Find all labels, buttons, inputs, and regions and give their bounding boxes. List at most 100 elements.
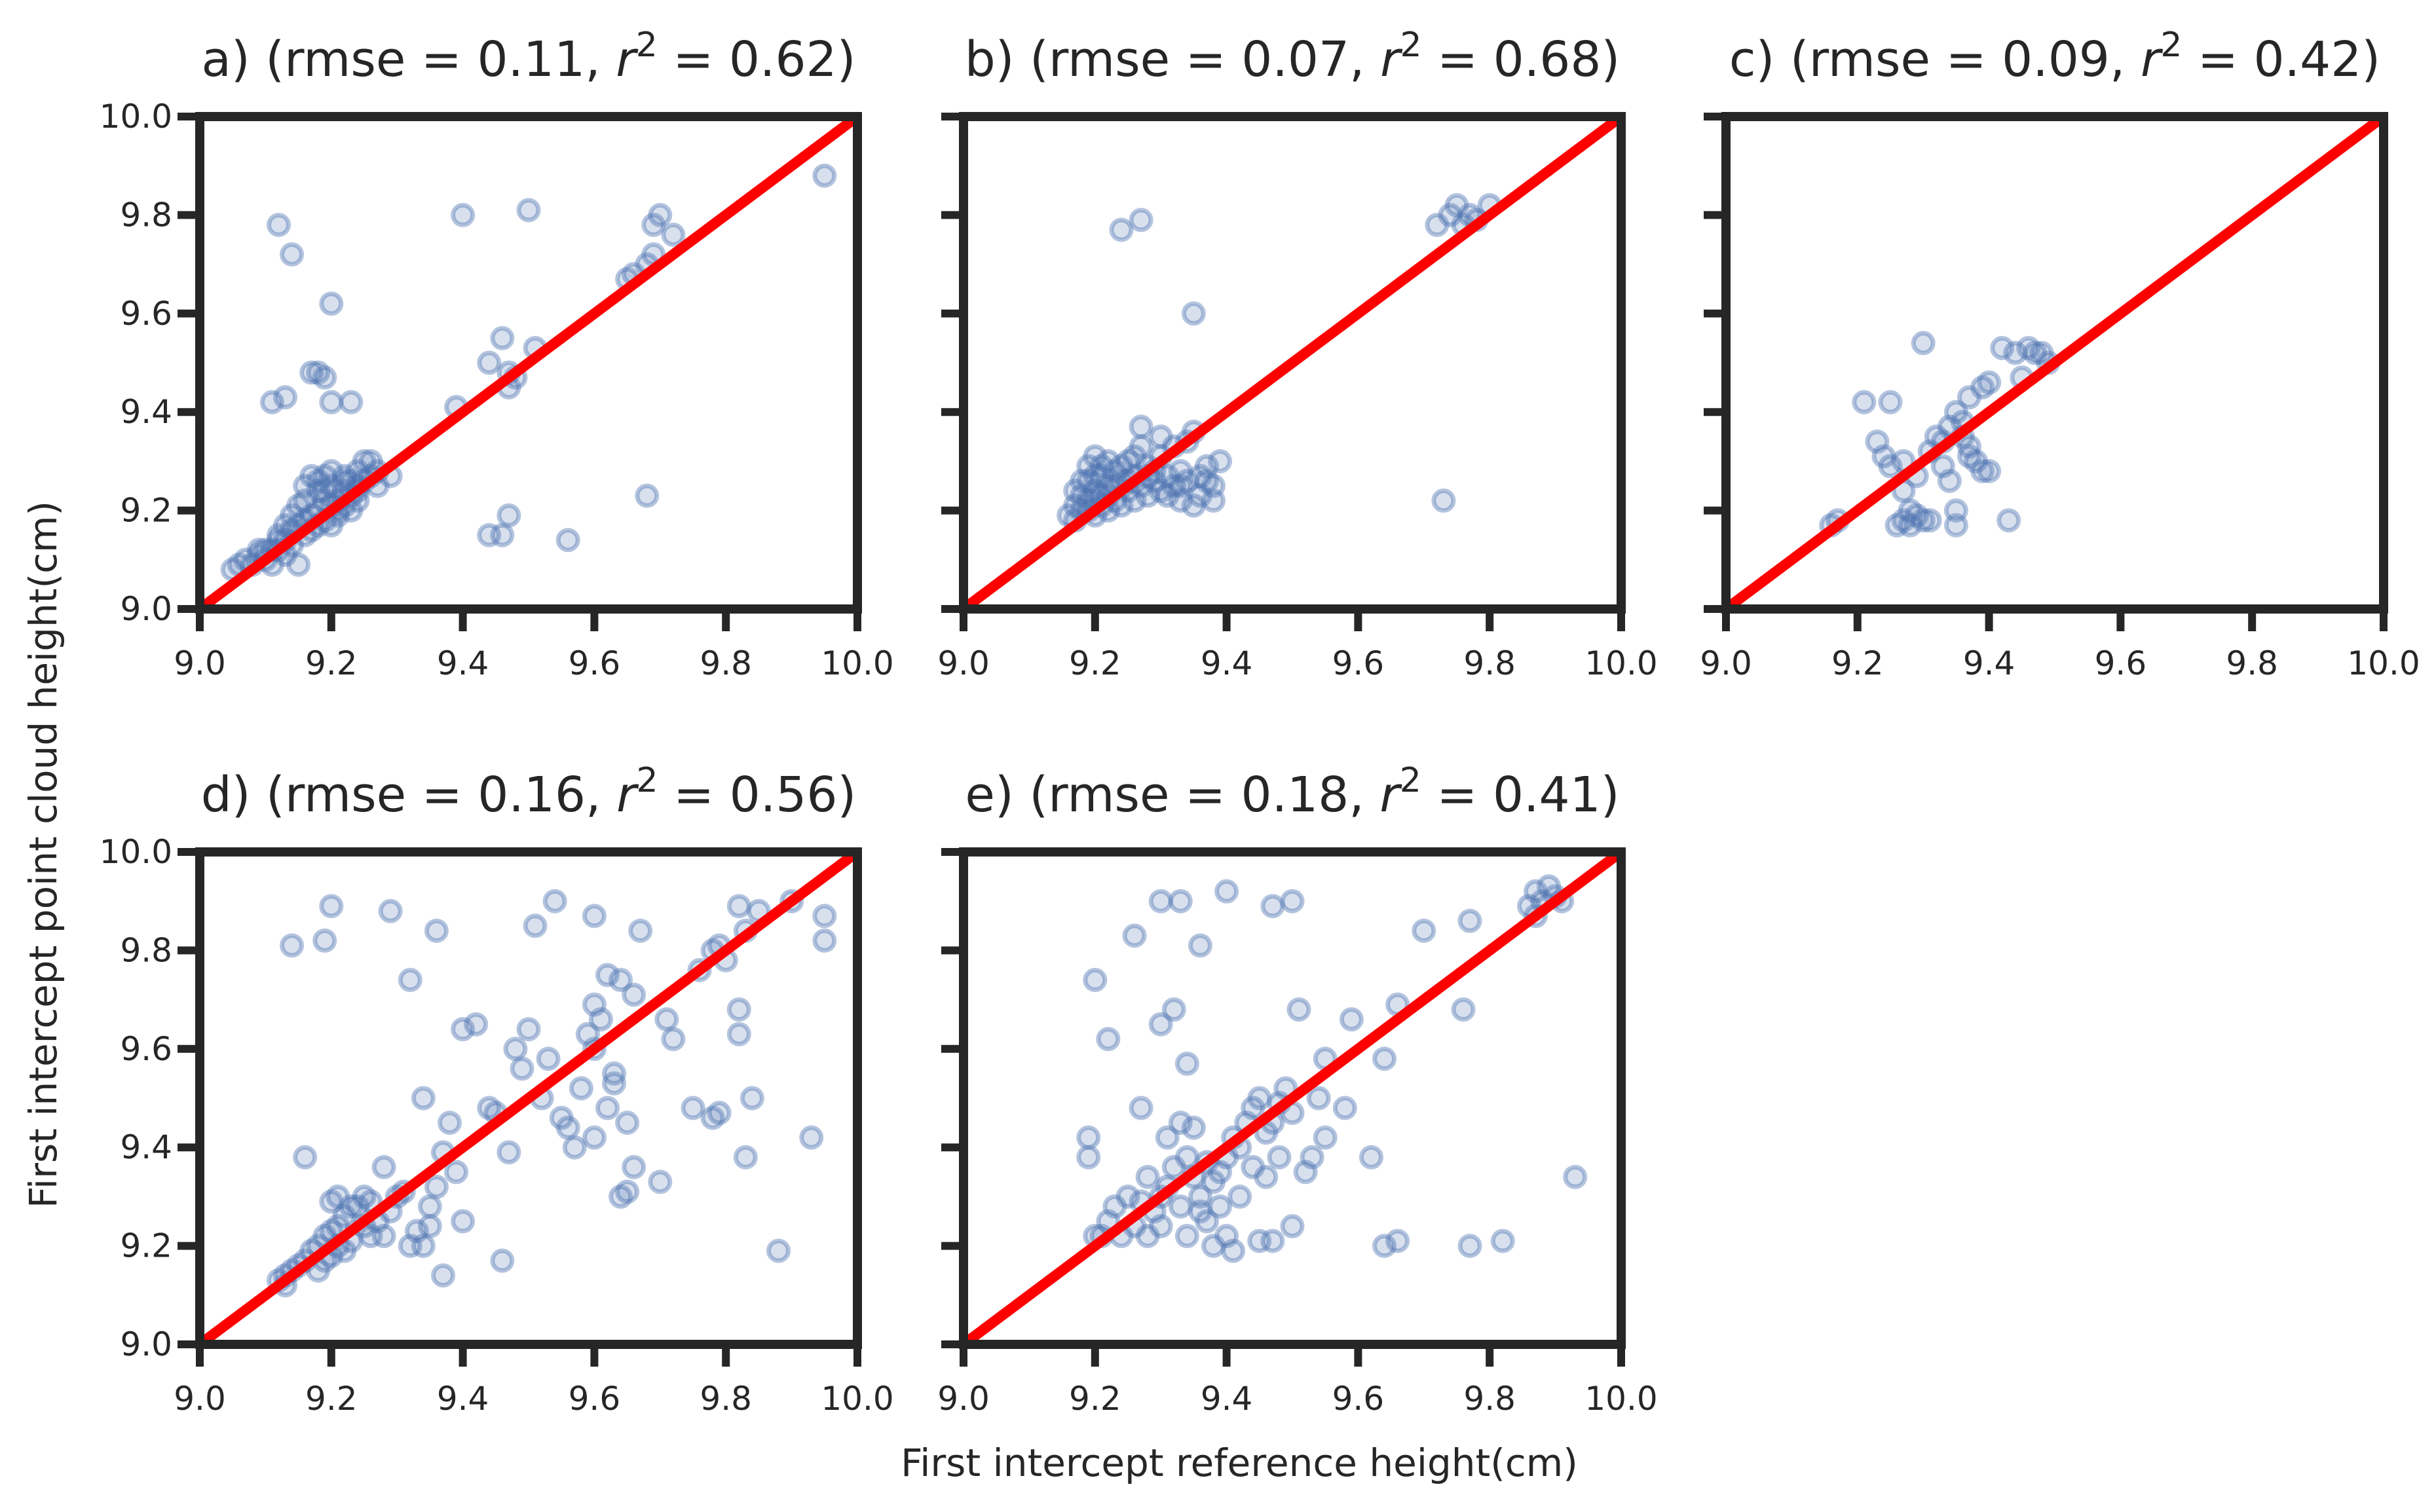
title-prefix: d) (rmse = 0.16, — [201, 767, 616, 823]
data-point — [1063, 493, 1088, 518]
panel-d-title: d) (rmse = 0.16, r2 = 0.56) — [201, 761, 857, 823]
x-tick-label: 9.2 — [1069, 1380, 1121, 1418]
data-point — [615, 1179, 640, 1204]
title-prefix: c) (rmse = 0.09, — [1729, 31, 2141, 88]
data-point — [1168, 473, 1193, 498]
data-point — [549, 1105, 574, 1130]
data-point — [582, 904, 607, 929]
data-point — [1241, 1154, 1265, 1179]
data-point — [332, 464, 357, 489]
x-tick-label: 9.0 — [1700, 644, 1752, 682]
x-axis-label: First intercept reference height(cm) — [901, 1441, 1578, 1485]
data-point — [1332, 1096, 1357, 1120]
data-point — [1957, 434, 1981, 459]
data-point — [1247, 1086, 1272, 1111]
data-point — [1214, 879, 1239, 904]
x-tick-label: 10.0 — [1584, 1380, 1657, 1418]
data-point — [1181, 1115, 1206, 1140]
x-tick-label: 9.2 — [1831, 644, 1884, 682]
data-point — [332, 468, 357, 493]
data-point — [1076, 1145, 1101, 1170]
axes-frame — [959, 847, 1626, 1349]
data-point — [299, 464, 324, 489]
title-r: r — [1379, 767, 1402, 823]
title-prefix: e) (rmse = 0.18, — [965, 767, 1379, 823]
data-point — [1970, 375, 1995, 400]
data-point — [1174, 468, 1199, 493]
title-prefix: b) (rmse = 0.07, — [965, 31, 1380, 88]
data-point — [1188, 464, 1212, 489]
data-point — [286, 552, 311, 577]
data-point — [306, 468, 331, 493]
data-point — [444, 1160, 469, 1185]
panel-b-points — [1057, 193, 1502, 533]
data-point — [1161, 997, 1186, 1022]
data-point — [398, 968, 422, 993]
data-point — [1109, 217, 1134, 242]
data-point — [1102, 458, 1127, 483]
data-point — [1990, 335, 2015, 360]
data-point — [1490, 1228, 1515, 1253]
data-point — [1871, 444, 1896, 469]
data-point — [602, 1061, 627, 1086]
data-point — [569, 1076, 593, 1101]
data-point — [1096, 449, 1121, 473]
data-point — [1188, 933, 1212, 958]
data-point — [1444, 193, 1469, 217]
data-point — [1372, 1234, 1397, 1259]
data-point — [339, 390, 364, 415]
panel-e: e) (rmse = 0.18, r2 = 0.41) 9.0 9.2 9.4 9.6 9… — [937, 761, 1657, 1418]
data-point — [1070, 468, 1095, 493]
data-point — [2023, 341, 2048, 365]
data-point — [1135, 1224, 1160, 1249]
data-point — [1194, 1209, 1219, 1234]
data-point — [1313, 1125, 1338, 1150]
data-point — [1280, 1214, 1305, 1239]
data-point — [2029, 341, 2054, 365]
data-point — [1260, 894, 1285, 919]
data-point — [1300, 1145, 1324, 1170]
data-point — [1201, 1234, 1226, 1259]
data-point — [1181, 301, 1206, 326]
data-point — [1898, 498, 1922, 523]
x-tick-label: 9.0 — [937, 1380, 990, 1418]
data-point — [1457, 1234, 1482, 1259]
data-point — [1188, 483, 1212, 508]
data-point — [1227, 1184, 1252, 1209]
data-point — [1911, 508, 1936, 533]
data-point — [609, 1184, 633, 1209]
x-tick-label: 9.2 — [1069, 644, 1121, 682]
data-point — [332, 1204, 357, 1228]
data-point — [1241, 1096, 1265, 1120]
data-point — [1247, 1228, 1272, 1253]
data-point — [411, 1234, 436, 1259]
data-point — [1188, 1184, 1212, 1209]
data-point — [582, 992, 607, 1017]
data-point — [312, 928, 337, 953]
data-point — [1852, 390, 1877, 415]
data-point — [371, 1224, 396, 1249]
data-point — [1122, 489, 1147, 513]
x-tick-label: 9.0 — [174, 644, 226, 682]
data-point — [648, 1170, 673, 1194]
data-point — [516, 198, 541, 223]
y-tick-label: 9.0 — [120, 590, 172, 628]
data-point — [1943, 513, 1968, 538]
data-point — [424, 1174, 449, 1199]
data-point — [1412, 918, 1436, 943]
data-point — [654, 1007, 679, 1032]
data-point — [1148, 889, 1173, 913]
data-point — [1878, 390, 1903, 415]
data-point — [1148, 479, 1173, 504]
data-point — [1254, 1164, 1279, 1189]
data-point — [707, 1101, 732, 1126]
identity-line — [1726, 117, 2384, 609]
data-point — [404, 1219, 429, 1244]
x-tick-label: 9.8 — [1463, 1380, 1516, 1418]
data-point — [490, 325, 515, 350]
data-point — [1201, 473, 1226, 498]
data-point — [1214, 1224, 1239, 1249]
data-point — [1891, 508, 1916, 533]
y-tick-label: 10.0 — [100, 833, 172, 871]
data-point — [371, 1154, 396, 1179]
